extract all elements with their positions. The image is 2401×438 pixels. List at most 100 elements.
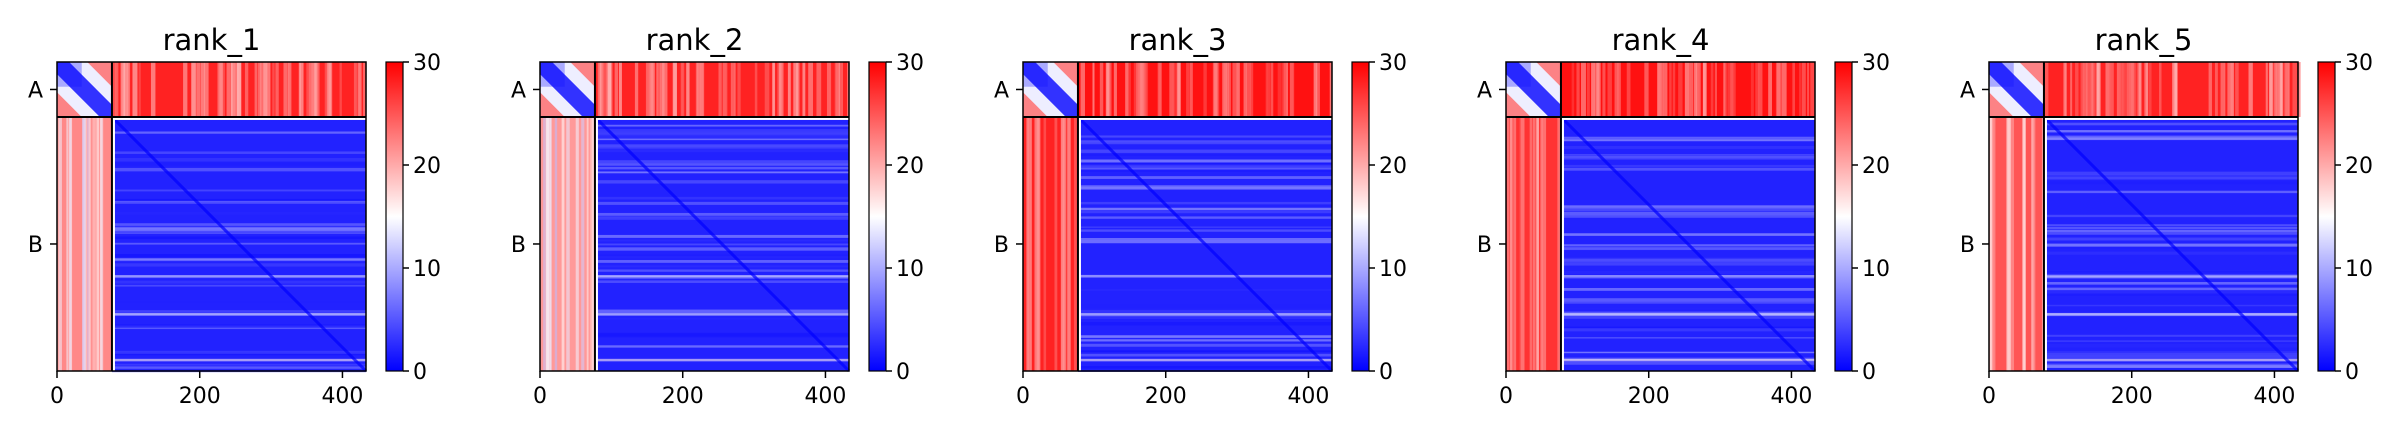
bb-stripe — [594, 146, 849, 149]
ba-texture — [2022, 116, 2026, 371]
boundary-band — [2043, 116, 2047, 371]
colorbar-tick-label: 10 — [896, 257, 924, 282]
ba-texture — [1542, 116, 1547, 371]
ab-texture — [1750, 62, 1754, 117]
ab-texture — [1108, 62, 1112, 117]
bb-stripe — [594, 318, 849, 320]
ab-texture — [2070, 62, 2073, 117]
ab-texture — [696, 62, 701, 117]
aa-corner — [570, 62, 595, 87]
aa-corner — [1989, 92, 2014, 117]
y-tick-label: B — [1477, 233, 1492, 258]
bb-stripe — [1560, 328, 1815, 332]
bb-stripe — [594, 247, 849, 251]
colorbar — [1835, 62, 1852, 371]
ab-texture — [1189, 62, 1193, 117]
bb-stripe — [111, 284, 366, 287]
bb-stripe — [1077, 321, 1332, 326]
bb-stripe — [1077, 149, 1332, 153]
ab-texture — [781, 62, 784, 117]
ab-texture — [2145, 62, 2149, 117]
y-tick-label: A — [511, 78, 526, 103]
ab-texture — [2082, 62, 2088, 117]
axes-frame — [1505, 61, 1816, 372]
ab-texture — [266, 62, 270, 117]
ab-texture — [1792, 62, 1795, 117]
ba-texture — [549, 116, 552, 371]
bb-stripe — [1077, 140, 1332, 143]
ab-texture — [2064, 62, 2067, 117]
ab-texture — [1113, 62, 1117, 117]
bb-stripe — [111, 131, 366, 134]
bb-stripe-bright — [1560, 358, 1815, 362]
colorbar-tick-label: 10 — [1862, 257, 1890, 282]
ab-texture — [754, 62, 758, 117]
ab-texture — [1626, 62, 1631, 117]
bb-stripe-bright — [1077, 358, 1332, 362]
ab-texture — [1663, 62, 1668, 117]
ba-texture — [586, 116, 589, 371]
x-tick-label: 400 — [321, 384, 363, 409]
bb-stripe — [1077, 366, 1332, 369]
bb-stripe — [594, 214, 849, 218]
bb-diagonal — [2042, 115, 2300, 373]
ab-texture — [244, 62, 249, 117]
bb-stripe — [1077, 201, 1332, 205]
bb-diagonal — [110, 115, 368, 373]
ba-texture — [100, 116, 104, 371]
bb-stripe — [2043, 282, 2298, 285]
colorbar — [2318, 62, 2335, 371]
panel-rank_3: rank_3 A B 0 200 400 0 10 20 30 — [994, 23, 1407, 409]
ba-texture — [2031, 116, 2034, 371]
panel-rank_4: rank_4 A B 0 200 400 0 10 20 30 — [1477, 23, 1890, 409]
ab-texture — [2235, 62, 2239, 117]
ab-texture — [308, 62, 313, 117]
bb-stripe — [1077, 167, 1332, 170]
bb-stripe — [2043, 190, 2298, 194]
bb-stripe — [1560, 157, 1815, 160]
bb-stripe — [2043, 130, 2298, 133]
ab-texture — [2174, 62, 2178, 117]
bb-stripe — [111, 324, 366, 328]
ab-texture — [1313, 62, 1316, 117]
bb-stripe — [1077, 309, 1332, 314]
ab-texture — [602, 62, 607, 117]
colorbar-tick-label: 20 — [2345, 154, 2373, 179]
ab-texture — [699, 62, 705, 117]
ab-texture — [2121, 62, 2124, 117]
bb-stripe — [111, 236, 366, 240]
bb-stripe — [2043, 344, 2298, 348]
panel-title: rank_2 — [646, 23, 744, 57]
ab-texture — [134, 62, 138, 117]
bb-stripe — [1560, 164, 1815, 168]
ab-texture — [288, 62, 292, 117]
ab-texture — [1659, 62, 1664, 117]
bb-stripe — [1560, 300, 1815, 304]
bb-stripe-bright — [111, 358, 366, 362]
ba-texture — [66, 116, 69, 371]
bb-stripe — [111, 232, 366, 234]
ab-texture — [1092, 62, 1095, 117]
bb-stripe — [2043, 351, 2298, 354]
colorbar — [1352, 62, 1369, 371]
ab-texture — [2276, 62, 2280, 117]
ab-texture — [2116, 62, 2121, 117]
bb-stripe — [594, 166, 849, 170]
bb-stripe — [1077, 176, 1332, 179]
x-tick-label: 400 — [2253, 384, 2295, 409]
bb-stripe — [1077, 335, 1332, 339]
ab-texture — [1810, 62, 1816, 117]
ab-texture — [226, 62, 230, 117]
ab-texture — [606, 62, 612, 117]
ab-texture — [138, 62, 141, 117]
bb-stripe — [594, 163, 849, 166]
y-tick-label: A — [994, 78, 1009, 103]
bb-stripe — [111, 200, 366, 203]
bb-stripe — [111, 254, 366, 258]
bb-stripe — [2043, 214, 2298, 218]
x-tick-label: 0 — [1982, 384, 1996, 409]
bb-stripe — [594, 171, 849, 174]
colorbar-tick-label: 0 — [413, 360, 427, 385]
bb-stripe — [1560, 262, 1815, 266]
ab-texture — [2230, 62, 2234, 117]
